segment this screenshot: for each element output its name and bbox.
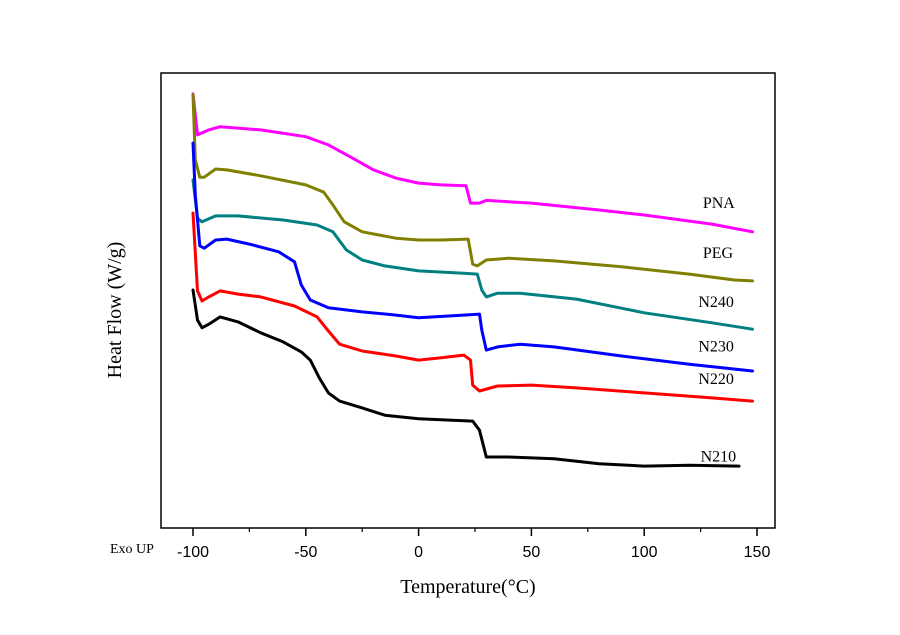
x-tick-label: -100	[177, 544, 209, 561]
plot-frame	[160, 72, 776, 529]
x-tick-label: 100	[631, 544, 658, 561]
x-axis-ticks: -100 -50 0 50 100 150	[177, 528, 770, 561]
x-tick-label: 0	[414, 544, 423, 561]
series-line-n220	[191, 211, 754, 403]
series-line-n210	[191, 288, 741, 468]
series-line-n230	[191, 141, 754, 373]
exo-up-annotation: Exo UP	[110, 542, 154, 557]
y-axis-title: Heat Flow (W/g)	[104, 242, 126, 379]
series-label-n220: N220	[698, 371, 734, 388]
series-labels: PNA PEG N240 N230 N220 N210	[698, 195, 736, 465]
series-label-n210: N210	[701, 449, 737, 466]
x-axis-title: Temperature(°C)	[400, 576, 535, 598]
series-label-n240: N240	[698, 294, 734, 311]
x-tick-label: 50	[523, 544, 541, 561]
series-label-peg: PEG	[703, 245, 734, 262]
series-line-pna	[191, 92, 754, 234]
series-layer	[191, 92, 754, 468]
x-tick-label: 150	[744, 544, 771, 561]
series-line-peg	[191, 93, 754, 283]
x-tick-label: -50	[294, 544, 317, 561]
series-label-pna: PNA	[703, 195, 735, 212]
series-label-n230: N230	[698, 338, 734, 355]
series-line-n240	[191, 178, 754, 331]
